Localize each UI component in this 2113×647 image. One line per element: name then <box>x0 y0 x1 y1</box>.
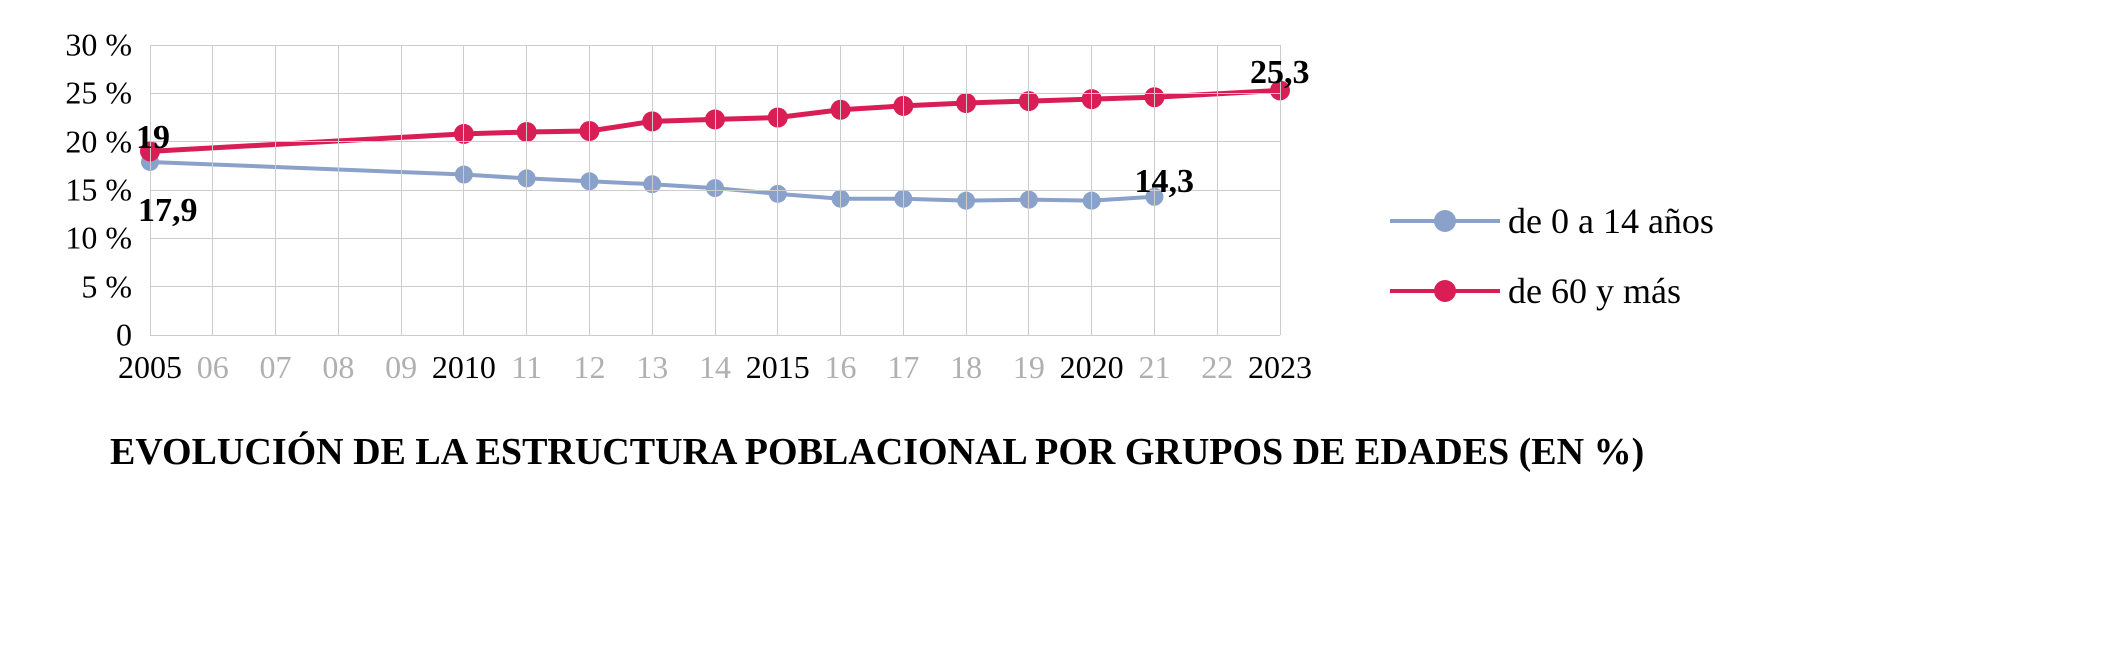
y-tick-label: 30 % <box>65 27 150 64</box>
y-tick-label: 5 % <box>81 268 150 305</box>
x-tick-label: 09 <box>385 335 417 386</box>
chart-container: 05 %10 %15 %20 %25 %30 %2005060708092010… <box>0 0 2113 647</box>
data-point-label: 17,9 <box>138 192 198 230</box>
grid-v-line <box>150 45 151 335</box>
grid-v-line <box>840 45 841 335</box>
x-tick-label: 2015 <box>746 335 810 386</box>
data-point-label: 19 <box>136 119 170 157</box>
grid-v-line <box>275 45 276 335</box>
legend-label: de 60 y más <box>1508 270 1681 312</box>
legend-swatch <box>1390 271 1500 311</box>
x-tick-label: 2023 <box>1248 335 1312 386</box>
legend: de 0 a 14 años de 60 y más <box>1390 200 1714 340</box>
x-tick-label: 21 <box>1138 335 1170 386</box>
legend-item: de 60 y más <box>1390 270 1714 312</box>
grid-v-line <box>1217 45 1218 335</box>
chart-title: EVOLUCIÓN DE LA ESTRUCTURA POBLACIONAL P… <box>110 430 1644 474</box>
data-point-label: 25,3 <box>1250 54 1310 92</box>
grid-v-line <box>777 45 778 335</box>
grid-v-line <box>526 45 527 335</box>
x-tick-label: 08 <box>322 335 354 386</box>
y-tick-label: 25 % <box>65 75 150 112</box>
x-tick-label: 07 <box>260 335 292 386</box>
x-tick-label: 17 <box>887 335 919 386</box>
x-tick-label: 2005 <box>118 335 182 386</box>
grid-v-line <box>401 45 402 335</box>
legend-swatch <box>1390 201 1500 241</box>
x-tick-label: 14 <box>699 335 731 386</box>
grid-v-line <box>652 45 653 335</box>
x-tick-label: 13 <box>636 335 668 386</box>
legend-label: de 0 a 14 años <box>1508 200 1714 242</box>
x-tick-label: 18 <box>950 335 982 386</box>
grid-v-line <box>1028 45 1029 335</box>
x-tick-label: 2020 <box>1060 335 1124 386</box>
grid-v-line <box>1091 45 1092 335</box>
x-tick-label: 06 <box>197 335 229 386</box>
x-tick-label: 2010 <box>432 335 496 386</box>
grid-v-line <box>903 45 904 335</box>
grid-v-line <box>715 45 716 335</box>
x-tick-label: 11 <box>511 335 542 386</box>
legend-item: de 0 a 14 años <box>1390 200 1714 242</box>
grid-v-line <box>589 45 590 335</box>
x-tick-label: 12 <box>573 335 605 386</box>
x-tick-label: 16 <box>825 335 857 386</box>
plot-area: 05 %10 %15 %20 %25 %30 %2005060708092010… <box>150 45 1280 335</box>
grid-v-line <box>338 45 339 335</box>
data-point-label: 14,3 <box>1134 163 1194 201</box>
x-tick-label: 19 <box>1013 335 1045 386</box>
grid-v-line <box>463 45 464 335</box>
grid-v-line <box>212 45 213 335</box>
grid-v-line <box>966 45 967 335</box>
x-tick-label: 22 <box>1201 335 1233 386</box>
